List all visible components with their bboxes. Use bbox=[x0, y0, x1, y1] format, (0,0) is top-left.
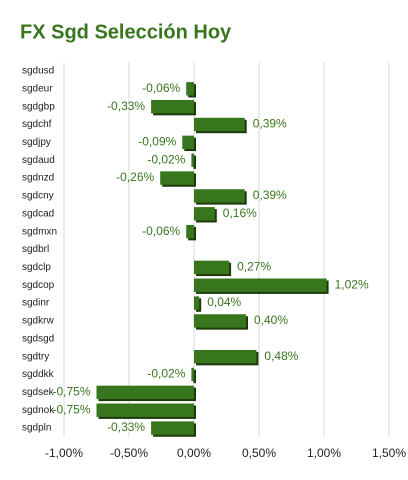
bar bbox=[160, 171, 194, 185]
value-label: -0,33% bbox=[107, 99, 145, 113]
y-tick-label: sgdmxn bbox=[22, 226, 57, 237]
value-label: -0,02% bbox=[147, 152, 185, 166]
bar bbox=[194, 278, 327, 292]
y-tick-label: sgdbrl bbox=[22, 244, 49, 255]
bar bbox=[182, 135, 194, 150]
x-tick-label: 0,50% bbox=[242, 446, 276, 460]
bar bbox=[191, 153, 194, 167]
y-tick-label: sgdcny bbox=[22, 191, 54, 202]
value-label: 1,02% bbox=[335, 277, 369, 291]
y-tick-label: sgdchf bbox=[22, 119, 52, 130]
value-label: -0,09% bbox=[138, 135, 176, 149]
value-label: 0,40% bbox=[254, 313, 288, 327]
bar bbox=[96, 403, 194, 417]
chart-title: FX Sgd Selección Hoy bbox=[20, 21, 232, 43]
value-label: 0,48% bbox=[264, 349, 298, 363]
value-label: -0,33% bbox=[107, 420, 145, 434]
x-tick-label: 1,00% bbox=[307, 446, 341, 460]
y-tick-label: sgdjpy bbox=[22, 137, 51, 148]
y-tick-label: sgdinr bbox=[22, 298, 50, 309]
x-tick-label: 1,50% bbox=[372, 446, 406, 460]
y-tick-label: sgdnzd bbox=[22, 173, 54, 184]
y-tick-label: sgdaud bbox=[22, 155, 55, 166]
y-tick-label: sgdclp bbox=[22, 262, 51, 273]
bar bbox=[191, 367, 194, 382]
y-tick-label: sgdsek bbox=[22, 387, 55, 398]
bar bbox=[194, 314, 246, 328]
bar bbox=[194, 260, 230, 275]
value-label: 0,16% bbox=[223, 206, 257, 220]
bar bbox=[194, 296, 200, 310]
value-label: 0,04% bbox=[207, 295, 241, 309]
bar bbox=[194, 207, 215, 221]
y-tick-label: sgdkrw bbox=[22, 316, 54, 327]
value-label: -0,75% bbox=[52, 402, 90, 416]
bar bbox=[151, 421, 194, 435]
value-label: -0,06% bbox=[142, 224, 180, 238]
value-label: -0,26% bbox=[116, 170, 154, 184]
bar bbox=[194, 117, 245, 132]
bar bbox=[186, 82, 194, 96]
y-tick-label: sgdsgd bbox=[22, 333, 54, 344]
value-label: 0,39% bbox=[253, 117, 287, 131]
y-tick-label: sgdusd bbox=[22, 66, 54, 77]
bar bbox=[194, 349, 257, 364]
x-tick-label: -1,00% bbox=[45, 446, 83, 460]
y-tick-label: sgdpln bbox=[22, 423, 51, 434]
value-label: -0,75% bbox=[52, 385, 90, 399]
value-label: 0,39% bbox=[253, 188, 287, 202]
y-tick-label: sgdgbp bbox=[22, 101, 55, 112]
y-tick-label: sgdeur bbox=[22, 83, 53, 94]
bar bbox=[151, 99, 194, 114]
bar bbox=[194, 189, 245, 203]
y-tick-label: sgddkk bbox=[22, 369, 55, 380]
bar bbox=[186, 224, 194, 239]
value-label: 0,27% bbox=[237, 260, 271, 274]
x-tick-label: -0,50% bbox=[110, 446, 148, 460]
y-tick-label: sgdcad bbox=[22, 208, 54, 219]
value-label: -0,02% bbox=[147, 367, 185, 381]
bar bbox=[96, 385, 194, 400]
y-tick-label: sgdnok bbox=[22, 405, 55, 416]
value-label: -0,06% bbox=[142, 81, 180, 95]
x-tick-label: 0,00% bbox=[177, 446, 211, 460]
y-tick-label: sgdtry bbox=[22, 351, 49, 362]
y-tick-label: sgdcop bbox=[22, 280, 55, 291]
